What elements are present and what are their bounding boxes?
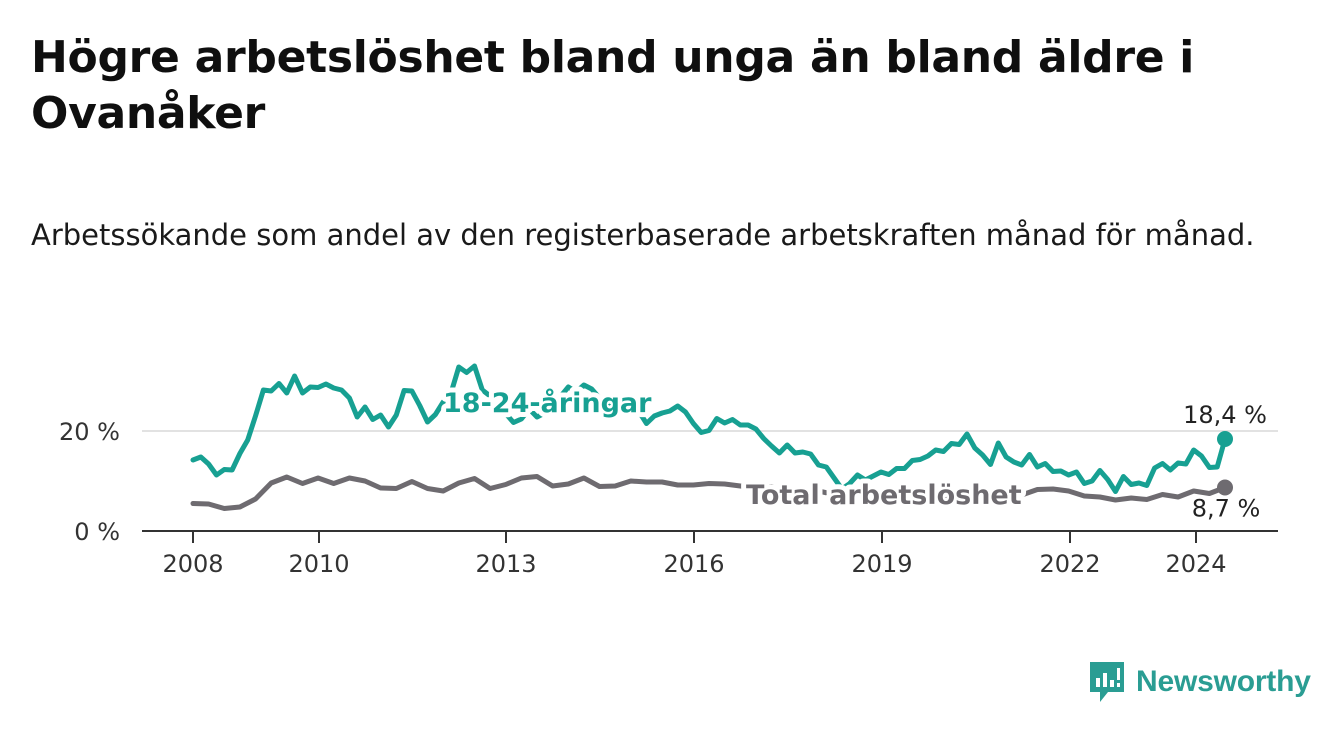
series-lines xyxy=(190,363,1233,511)
y-tick-label: 0 % xyxy=(74,518,120,546)
x-tick-label: 2024 xyxy=(1165,550,1226,578)
chart-title: Högre arbetslöshet bland unga än bland ä… xyxy=(31,32,1195,139)
end-value-label: 18,4 % xyxy=(1183,401,1267,429)
x-tick-label: 2010 xyxy=(288,550,349,578)
newsworthy-logo: Newsworthy xyxy=(1088,660,1311,704)
x-tick-label: 2019 xyxy=(851,550,912,578)
brand-name: Newsworthy xyxy=(1136,665,1311,698)
x-tick-label: 2022 xyxy=(1039,550,1100,578)
series-line xyxy=(190,474,1228,511)
y-tick-label: 20 % xyxy=(59,418,120,446)
series-line xyxy=(190,363,1228,494)
end-value-label: 8,7 % xyxy=(1192,495,1261,523)
newsworthy-chart-icon xyxy=(1090,662,1124,702)
x-tick-label: 2013 xyxy=(475,550,536,578)
series-end-marker xyxy=(1217,479,1233,496)
x-tick-label: 2008 xyxy=(162,550,223,578)
x-tick-label: 2016 xyxy=(663,550,724,578)
series-label: Total arbetslöshet xyxy=(746,480,1022,511)
series-end-marker xyxy=(1217,431,1233,447)
x-axis: 2008 2010 2013 2016 2019 2022 2024 xyxy=(142,530,1278,578)
chart-subtitle: Arbetssökande som andel av den registerb… xyxy=(31,218,1255,252)
series-label: 18-24-åringar xyxy=(443,387,652,419)
series-labels: 18-24-åringar Total arbetslöshet 18,4 % 8,7… xyxy=(438,382,1267,523)
